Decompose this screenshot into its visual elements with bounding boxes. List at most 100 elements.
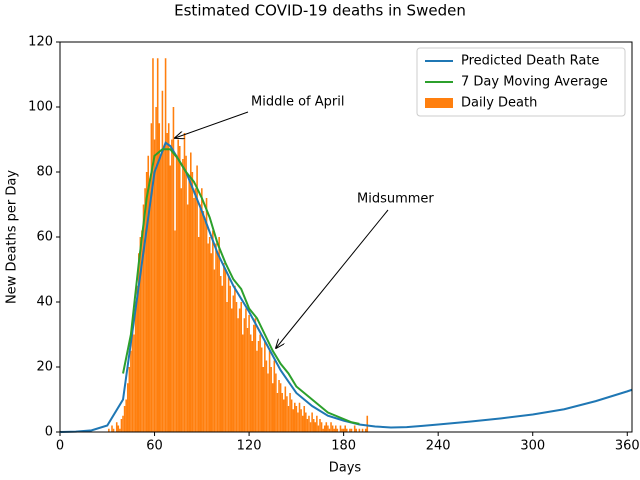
y-tick-label: 60 bbox=[36, 230, 53, 245]
bar bbox=[122, 415, 124, 432]
bar bbox=[183, 133, 186, 432]
bar bbox=[117, 425, 120, 432]
bar bbox=[279, 383, 282, 432]
bar bbox=[150, 123, 153, 432]
bar bbox=[323, 425, 326, 432]
bar bbox=[201, 188, 203, 432]
bar bbox=[262, 367, 265, 432]
bar bbox=[138, 253, 140, 432]
bar bbox=[205, 198, 208, 432]
bar bbox=[327, 425, 329, 432]
bar bbox=[342, 428, 345, 432]
bar bbox=[196, 165, 198, 432]
x-tick-label: 300 bbox=[520, 439, 545, 454]
bar bbox=[251, 341, 254, 432]
bar bbox=[216, 253, 219, 432]
bar bbox=[242, 334, 244, 432]
x-axis-label: Days bbox=[329, 461, 362, 476]
bar bbox=[120, 419, 123, 432]
bar bbox=[298, 402, 301, 432]
bar bbox=[290, 399, 293, 432]
bar bbox=[294, 402, 296, 432]
bar bbox=[134, 302, 137, 432]
bar bbox=[305, 412, 307, 432]
bar bbox=[300, 409, 302, 432]
bar bbox=[186, 204, 189, 432]
bar bbox=[346, 428, 348, 432]
legend-swatch bbox=[425, 98, 453, 108]
bar bbox=[156, 58, 159, 432]
bar bbox=[270, 367, 272, 432]
y-tick-label: 80 bbox=[36, 165, 53, 180]
bar bbox=[336, 428, 339, 432]
legend-box bbox=[416, 47, 626, 117]
annotation-arrow bbox=[175, 111, 249, 138]
x-tick-label: 60 bbox=[146, 439, 163, 454]
bar bbox=[131, 328, 134, 432]
bar bbox=[207, 243, 209, 432]
legend-label: 7 Day Moving Average bbox=[461, 75, 608, 90]
x-tick-label: 120 bbox=[237, 439, 262, 454]
bar bbox=[268, 350, 271, 432]
bar bbox=[190, 152, 192, 432]
legend-label: Daily Death bbox=[461, 96, 537, 111]
bar bbox=[182, 159, 184, 432]
bar bbox=[208, 237, 211, 432]
bar bbox=[344, 425, 346, 432]
bar bbox=[295, 406, 298, 432]
bar bbox=[253, 324, 255, 432]
bar bbox=[223, 263, 225, 432]
bar bbox=[160, 155, 162, 432]
x-tick-label: 180 bbox=[331, 439, 356, 454]
bar bbox=[171, 139, 173, 432]
bar bbox=[330, 422, 332, 432]
bar bbox=[161, 90, 164, 432]
bar bbox=[281, 393, 283, 432]
bar bbox=[314, 422, 317, 432]
bar bbox=[246, 328, 249, 432]
annotation-arrow bbox=[276, 209, 389, 348]
bar bbox=[276, 393, 279, 432]
bar bbox=[264, 341, 266, 432]
bar bbox=[301, 415, 304, 432]
bar bbox=[256, 350, 258, 432]
bar bbox=[341, 428, 343, 432]
bar bbox=[316, 415, 318, 432]
bar bbox=[115, 422, 118, 432]
bar bbox=[139, 237, 142, 432]
bar bbox=[128, 367, 131, 432]
bar bbox=[278, 380, 280, 432]
bar bbox=[119, 428, 121, 432]
bar bbox=[126, 383, 129, 432]
bar bbox=[202, 211, 205, 432]
x-tick-label: 240 bbox=[426, 439, 451, 454]
bar bbox=[125, 399, 127, 432]
bar bbox=[213, 269, 216, 432]
bar bbox=[287, 406, 290, 432]
y-tick-label: 0 bbox=[45, 425, 53, 440]
bar bbox=[142, 204, 145, 432]
bar bbox=[219, 276, 222, 432]
bar bbox=[267, 373, 269, 432]
bar bbox=[358, 428, 361, 432]
bar bbox=[260, 347, 263, 432]
bar bbox=[164, 58, 167, 432]
bar bbox=[349, 428, 351, 432]
bar bbox=[149, 178, 151, 432]
bar bbox=[167, 123, 170, 432]
bar bbox=[111, 425, 113, 432]
bar bbox=[191, 172, 194, 432]
bar bbox=[339, 425, 342, 432]
bar bbox=[174, 230, 176, 432]
bar bbox=[322, 428, 324, 432]
bar bbox=[234, 285, 236, 432]
bar bbox=[163, 146, 165, 432]
legend-label: Predicted Death Rate bbox=[461, 54, 599, 69]
bar bbox=[178, 146, 181, 432]
bar bbox=[364, 428, 367, 432]
bar bbox=[169, 165, 172, 432]
chart-title: Estimated COVID-19 deaths in Sweden bbox=[174, 2, 466, 20]
y-tick-label: 20 bbox=[36, 360, 53, 375]
annotation: Middle of April bbox=[251, 95, 344, 110]
line bbox=[122, 148, 360, 425]
